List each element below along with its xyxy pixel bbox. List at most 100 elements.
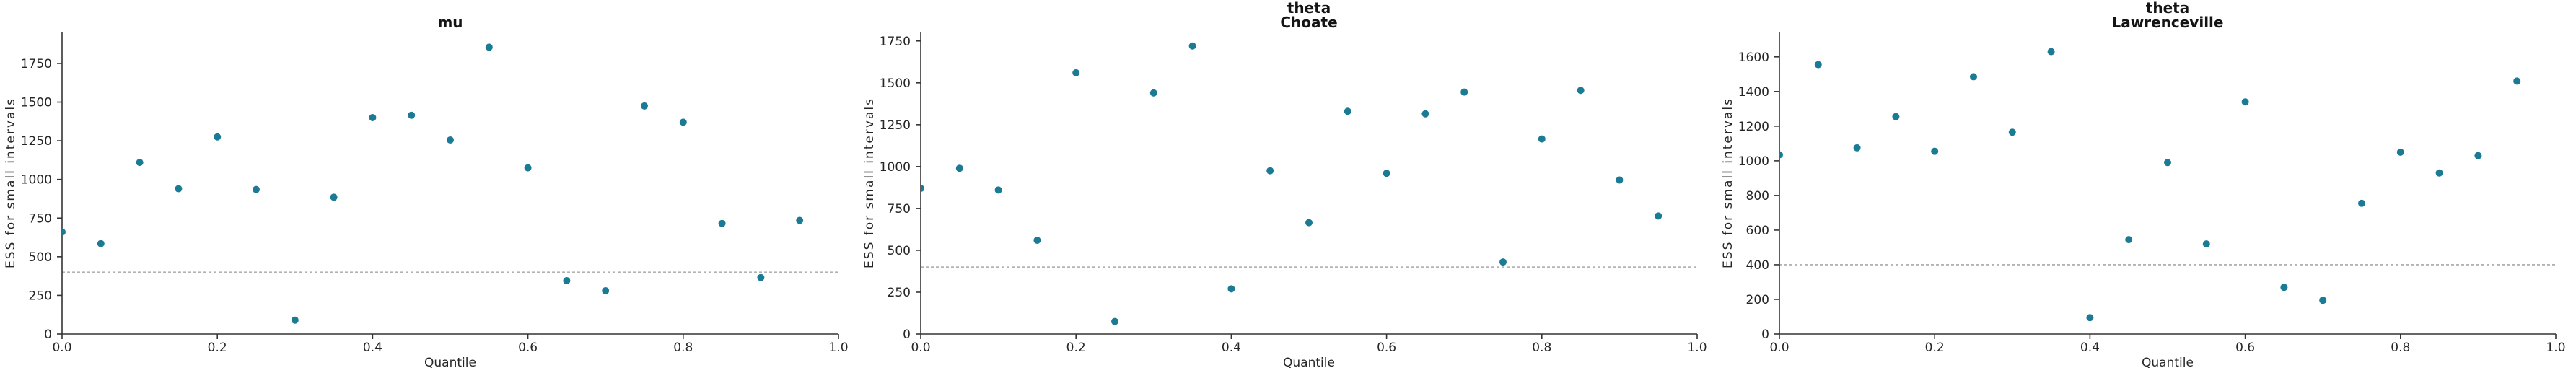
y-tick-label: 400: [1746, 258, 1769, 273]
y-tick-label: 600: [1746, 224, 1769, 238]
x-tick-label: 0.8: [2391, 341, 2410, 355]
scatter-point: [2047, 48, 2055, 56]
x-tick-label: 0.8: [1532, 341, 1551, 355]
scatter-point: [62, 228, 66, 236]
y-tick-label: 250: [29, 289, 52, 303]
y-tick-label: 500: [29, 250, 52, 265]
scatter-point: [1072, 69, 1080, 76]
scatter-plot-canvas-theta-choate: 0 250 500 750 1000 1250 1500 1750 0.0 0.2 0.4 0.6 0.…: [862, 0, 1707, 370]
y-tick-label: 200: [1746, 293, 1769, 307]
scatter-point: [563, 277, 571, 285]
scatter-plot-canvas-theta-lawrenceville: 0 200 400 600 800 1000 1200 1400 1600 0.0 0.2 0.4 0.…: [1721, 0, 2566, 370]
plot-title: Choate: [1280, 14, 1337, 31]
scatter-point: [1266, 167, 1274, 175]
scatter-points-group: [921, 42, 1662, 325]
x-tick-label: 0.4: [1222, 341, 1241, 355]
scatter-point: [1383, 170, 1390, 177]
scatter-point: [994, 186, 1002, 194]
scatter-point: [1421, 110, 1429, 118]
scatter-point: [2358, 199, 2365, 207]
scatter-point: [718, 219, 726, 227]
scatter-point: [1655, 212, 1662, 220]
ess-plot-theta-lawrenceville: 0 200 400 600 800 1000 1200 1400 1600 0.0 0.2 0.4 0.…: [1717, 0, 2576, 373]
scatter-point: [1970, 73, 1977, 81]
scatter-point: [1499, 258, 1507, 266]
y-axis-label: ESS for small intervals: [862, 97, 877, 268]
scatter-point: [2008, 128, 2016, 136]
y-tick-label: 800: [1746, 189, 1769, 203]
scatter-point: [214, 133, 222, 141]
plot-title: Lawrenceville: [2112, 14, 2224, 31]
scatter-point: [2280, 284, 2288, 291]
y-tick-label: 1750: [21, 57, 52, 71]
scatter-point: [175, 185, 183, 193]
scatter-point: [2202, 240, 2210, 248]
scatter-point: [2474, 152, 2482, 159]
scatter-point: [369, 113, 377, 121]
x-axis-label: Quantile: [424, 356, 476, 370]
x-tick-label: 1.0: [2546, 341, 2565, 355]
scatter-point: [955, 164, 963, 172]
scatter-point: [1853, 144, 1861, 152]
y-tick-label: 0: [1761, 328, 1769, 342]
x-tick-label: 0.0: [1769, 341, 1789, 355]
scatter-point: [447, 136, 454, 144]
scatter-point: [1344, 107, 1351, 115]
y-tick-label: 1500: [21, 96, 52, 110]
y-tick-label: 1000: [21, 173, 52, 188]
scatter-point: [1577, 87, 1585, 95]
scatter-point: [2396, 148, 2404, 156]
x-tick-label: 0.2: [1925, 341, 1945, 355]
x-tick-label: 0.0: [911, 341, 930, 355]
scatter-point: [602, 286, 610, 294]
scatter-point: [1149, 89, 1157, 97]
scatter-point: [2164, 159, 2171, 167]
scatter-point: [291, 316, 299, 324]
scatter-point: [1616, 176, 1624, 184]
x-axis-label: Quantile: [2142, 356, 2194, 370]
scatter-point: [2319, 297, 2327, 304]
y-tick-label: 1000: [880, 160, 911, 175]
scatter-point: [679, 118, 687, 126]
scatter-point: [2241, 98, 2249, 106]
scatter-point: [757, 273, 765, 281]
scatter-point: [485, 43, 493, 51]
y-tick-label: 1250: [21, 134, 52, 149]
x-tick-label: 0.2: [1066, 341, 1086, 355]
y-tick-label: 1200: [1738, 120, 1769, 134]
scatter-point: [1460, 88, 1468, 96]
y-tick-label: 500: [888, 244, 911, 258]
x-tick-label: 0.8: [673, 341, 693, 355]
scatter-point: [1188, 42, 1196, 50]
scatter-point: [136, 159, 144, 167]
y-tick-label: 750: [888, 202, 911, 216]
y-axis-label: ESS for small intervals: [1721, 97, 1735, 268]
scatter-point: [796, 216, 804, 224]
scatter-point: [253, 185, 260, 193]
scatter-point: [1305, 219, 1313, 227]
y-tick-label: 1750: [880, 35, 911, 49]
y-tick-label: 1600: [1738, 51, 1769, 65]
y-tick-label: 0: [44, 328, 52, 342]
y-tick-label: 1400: [1738, 85, 1769, 100]
x-tick-label: 0.0: [52, 341, 71, 355]
scatter-point: [1111, 317, 1118, 325]
plot-title: theta: [1287, 0, 1331, 17]
scatter-point: [641, 102, 648, 110]
x-tick-label: 0.4: [2080, 341, 2100, 355]
x-tick-label: 0.6: [518, 341, 538, 355]
y-axis-label: ESS for small intervals: [4, 97, 18, 268]
scatter-point: [1033, 237, 1041, 245]
scatter-points-group: [1779, 48, 2521, 322]
scatter-point: [2513, 77, 2521, 85]
scatter-point: [1779, 151, 1783, 159]
scatter-point: [1814, 61, 1822, 69]
scatter-points-group: [62, 43, 804, 324]
scatter-point: [921, 185, 924, 193]
scatter-point: [2125, 236, 2133, 244]
x-tick-label: 0.4: [363, 341, 382, 355]
scatter-point: [1931, 147, 1939, 155]
scatter-point: [1227, 285, 1235, 293]
scatter-point: [524, 164, 532, 172]
